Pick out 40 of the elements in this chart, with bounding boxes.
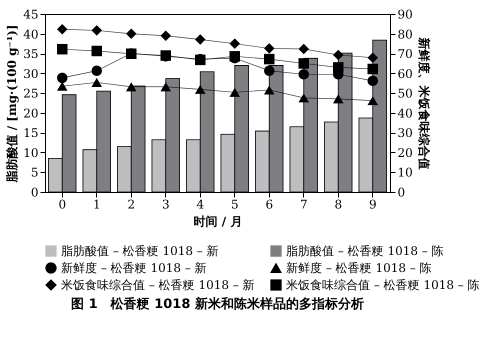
- y2-tick-label: 80: [398, 27, 413, 42]
- text: 图 1 松香粳 1018 新米和陈米样品的多指标分析: [71, 296, 364, 312]
- legend-label: 脂肪酸值 – 松香粳 1018 – 陈: [286, 244, 444, 258]
- y-tick-label: 25: [23, 86, 38, 101]
- x-tick-label: 4: [196, 198, 204, 212]
- y-tick-label: 20: [23, 106, 38, 120]
- y2-tick-label: 70: [398, 47, 413, 62]
- y-axis-title: 脂肪酸值 / [mg·(100 g⁻¹)]: [5, 24, 20, 184]
- y-tick-label: 35: [23, 47, 38, 62]
- y2-tick-label: 60: [398, 66, 413, 81]
- x-tick-label: 0: [58, 198, 66, 212]
- y2-tick-label: 40: [398, 106, 413, 120]
- x-tick-label: 2: [127, 198, 136, 212]
- legend-label: 米饭食味综合值 – 松香粳 1018 – 陈: [286, 278, 480, 292]
- y-tick-label: 40: [23, 27, 38, 42]
- y2-tick-label: 30: [398, 126, 413, 140]
- x-tick-label: 6: [265, 198, 274, 212]
- y-tick-label: 10: [23, 146, 38, 160]
- legend-label: 新鲜度 – 松香粳 1018 – 陈: [286, 261, 432, 275]
- x-tick-label: 9: [368, 198, 377, 212]
- x-tick-label: 3: [162, 198, 170, 212]
- legend-label: 米饭食味综合值 – 松香粳 1018 – 新: [61, 278, 255, 292]
- y2-tick-label: 20: [398, 146, 413, 160]
- x-tick-label: 1: [92, 198, 101, 212]
- y-tick-label: 0: [30, 186, 38, 200]
- y-tick-label: 15: [23, 126, 38, 140]
- legend-label: 新鲜度 – 松香粳 1018 – 新: [61, 261, 207, 275]
- y2-tick-label: 90: [398, 8, 413, 22]
- x-tick-label: 8: [334, 198, 342, 212]
- y2-tick-label: 50: [398, 86, 413, 101]
- y2-tick-label: 0: [398, 186, 406, 200]
- y2-tick-label: 10: [398, 166, 413, 180]
- y2-axis-title: 新鲜度、米饭食味综合值: [416, 36, 431, 170]
- y-tick-label: 30: [23, 66, 38, 81]
- y-tick-label: 5: [30, 166, 38, 180]
- legend-label: 脂肪酸值 – 松香粳 1018 – 新: [61, 244, 219, 258]
- x-tick-label: 7: [300, 198, 308, 212]
- x-axis-title: 时间 / 月: [194, 214, 242, 228]
- y-tick-label: 45: [23, 8, 38, 22]
- x-tick-label: 5: [230, 198, 239, 212]
